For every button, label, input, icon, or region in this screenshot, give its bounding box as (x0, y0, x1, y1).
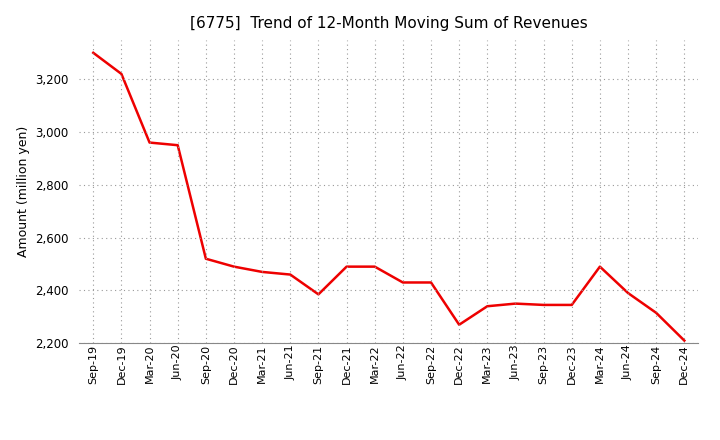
Title: [6775]  Trend of 12-Month Moving Sum of Revenues: [6775] Trend of 12-Month Moving Sum of R… (190, 16, 588, 32)
Y-axis label: Amount (million yen): Amount (million yen) (17, 126, 30, 257)
